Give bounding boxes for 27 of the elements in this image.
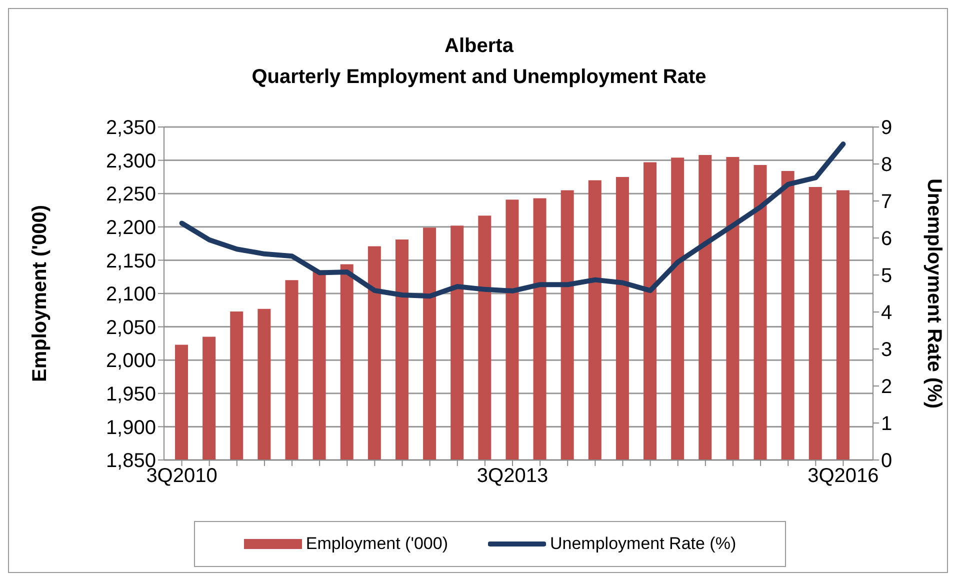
y2-tick-label: 8 [881, 154, 892, 176]
y-tick-label: 2,050 [106, 316, 156, 339]
legend-label: Employment ('000) [306, 534, 448, 554]
y2-tick-label: 0 [881, 450, 892, 472]
y-tick-label: 2,100 [106, 284, 156, 306]
y2-tick-label: 7 [881, 191, 892, 214]
y2-tick-label: 6 [881, 228, 892, 250]
legend-label: Unemployment Rate (%) [550, 534, 736, 554]
y-tick-label: 2,250 [106, 184, 156, 206]
y2-tick-label: 4 [881, 302, 892, 324]
y-tick-label: 1,950 [106, 384, 156, 406]
x-tick-label: 3Q2016 [808, 465, 879, 488]
y-tick-label: 2,200 [106, 217, 156, 239]
y-axis-title: Employment ('000) [29, 204, 52, 382]
y-tick-label: 2,150 [106, 250, 156, 272]
y2-tick-label: 3 [881, 339, 892, 362]
y2-axis-title: Unemployment Rate (%) [922, 178, 945, 409]
y2-tick-label: 5 [881, 265, 892, 288]
chart-title: Alberta Quarterly Employment and Unemployment Rate [250, 34, 708, 90]
y-tick-label: 2,350 [106, 117, 156, 140]
y2-tick-label: 9 [881, 117, 892, 140]
y-tick-label: 2,000 [106, 350, 156, 372]
y-tick-label: 1,900 [106, 416, 156, 439]
y2-tick-label: 1 [881, 413, 892, 436]
y2-tick-label: 2 [881, 376, 892, 398]
y-tick-label: 2,300 [106, 150, 156, 172]
x-tick-label: 3Q2013 [476, 465, 548, 488]
